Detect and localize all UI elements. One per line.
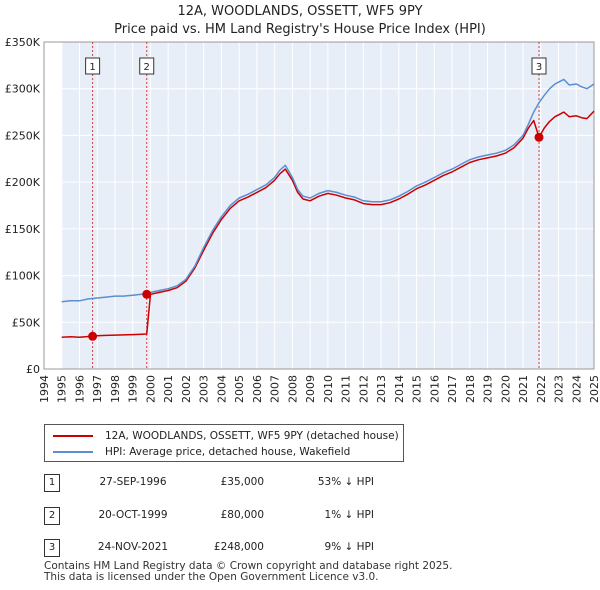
sale-price: £35,000 xyxy=(220,476,264,488)
sale-hpi-diff: 9% ↓ HPI xyxy=(324,541,374,553)
sale-date: 20-OCT-1999 xyxy=(98,509,168,521)
sale-number-badge: 3 xyxy=(44,539,60,557)
x-tick-label: 2000 xyxy=(144,375,157,403)
y-tick-label: £100K xyxy=(5,270,41,283)
x-tick-label: 2001 xyxy=(162,375,175,403)
x-tick-label: 2015 xyxy=(411,375,424,403)
hpi-line xyxy=(61,78,595,303)
x-tick-label: 2002 xyxy=(180,375,193,403)
sale-point xyxy=(142,289,152,299)
x-tick-label: 2009 xyxy=(304,375,317,403)
sale-marker-box xyxy=(531,57,547,75)
x-tick-label: 2016 xyxy=(428,375,441,403)
sale-price: £248,000 xyxy=(213,541,264,553)
y-tick-label: £200K xyxy=(5,176,41,189)
sale-date: 27-SEP-1996 xyxy=(99,476,167,488)
x-tick-label: 2014 xyxy=(393,375,406,403)
sale-number-badge: 2 xyxy=(44,507,60,525)
x-tick-label: 2024 xyxy=(570,375,583,403)
legend-item-property: 12A, WOODLANDS, OSSETT, WF5 9PY (detache… xyxy=(53,429,399,443)
sale-row: 1 27-SEP-1996 £35,000 53% ↓ HPI xyxy=(44,474,464,494)
plot-frame xyxy=(43,41,595,370)
sale-hpi-diff: 53% ↓ HPI xyxy=(317,476,374,488)
x-tick-label: 2004 xyxy=(215,375,228,403)
legend-label-property: 12A, WOODLANDS, OSSETT, WF5 9PY (detache… xyxy=(105,430,399,442)
sale-price: £80,000 xyxy=(220,509,264,521)
sale-number-badge: 1 xyxy=(44,474,60,492)
y-tick-label: £350K xyxy=(5,36,41,49)
property-price-line xyxy=(61,110,595,338)
sale-hpi-diff: 1% ↓ HPI xyxy=(324,509,374,521)
price-chart: £0 £50K £100K £150K £200K £250K £300K £350K 1994… xyxy=(5,36,600,403)
sale-date: 24-NOV-2021 xyxy=(97,541,169,553)
x-tick-label: 2010 xyxy=(322,375,335,403)
sale-marker-label: 1 xyxy=(89,62,95,73)
sale-point xyxy=(534,132,544,142)
x-tick-label: 2020 xyxy=(499,375,512,403)
legend-item-hpi: HPI: Average price, detached house, Wake… xyxy=(53,445,350,459)
chart-legend: 12A, WOODLANDS, OSSETT, WF5 9PY (detache… xyxy=(44,424,404,462)
x-tick-label: 2005 xyxy=(233,375,246,403)
x-tick-label: 2017 xyxy=(446,375,459,403)
sale-marker-box xyxy=(139,57,155,75)
legend-label-hpi: HPI: Average price, detached house, Wake… xyxy=(105,446,351,458)
y-tick-label: £150K xyxy=(5,223,41,236)
footer-attribution: Contains HM Land Registry data © Crown c… xyxy=(44,561,452,583)
x-tick-label: 2007 xyxy=(269,375,282,403)
footer-line-1: Contains HM Land Registry data © Crown c… xyxy=(44,560,453,572)
x-tick-label: 1999 xyxy=(127,375,140,403)
x-tick-label: 1997 xyxy=(91,375,104,403)
y-tick-label: £300K xyxy=(5,83,41,96)
x-tick-label: 2008 xyxy=(286,375,299,403)
sale-marker-box xyxy=(85,57,101,75)
x-tick-label: 2025 xyxy=(588,375,600,403)
sale-marker-label: 2 xyxy=(144,62,150,73)
x-tick-label: 2018 xyxy=(464,375,477,403)
x-tick-label: 2023 xyxy=(553,375,566,403)
chart-title: 12A, WOODLANDS, OSSETT, WF5 9PY xyxy=(177,4,423,19)
x-tick-label: 2012 xyxy=(357,375,370,403)
x-tick-label: 1994 xyxy=(38,375,51,403)
x-tick-label: 1998 xyxy=(109,375,122,403)
sale-point xyxy=(88,331,98,341)
sale-row: 2 20-OCT-1999 £80,000 1% ↓ HPI xyxy=(44,507,464,527)
x-tick-label: 2011 xyxy=(340,375,353,403)
x-tick-label: 2013 xyxy=(375,375,388,403)
chart-subtitle: Price paid vs. HM Land Registry's House … xyxy=(114,22,486,37)
y-tick-label: £0 xyxy=(26,363,40,376)
x-tick-label: 1996 xyxy=(73,375,86,403)
x-tick-label: 2021 xyxy=(517,375,530,403)
legend-swatch-property xyxy=(53,435,93,437)
footer-line-2: This data is licensed under the Open Gov… xyxy=(44,571,379,583)
y-tick-label: £50K xyxy=(12,316,41,329)
legend-swatch-hpi xyxy=(53,451,93,453)
x-tick-label: 2006 xyxy=(251,375,264,403)
x-tick-label: 2022 xyxy=(535,375,548,403)
x-tick-label: 1995 xyxy=(56,375,69,403)
y-tick-label: £250K xyxy=(5,129,41,142)
x-tick-label: 2019 xyxy=(482,375,495,403)
sale-row: 3 24-NOV-2021 £248,000 9% ↓ HPI xyxy=(44,539,464,559)
sale-marker-label: 3 xyxy=(536,62,542,73)
x-tick-label: 2003 xyxy=(198,375,211,403)
